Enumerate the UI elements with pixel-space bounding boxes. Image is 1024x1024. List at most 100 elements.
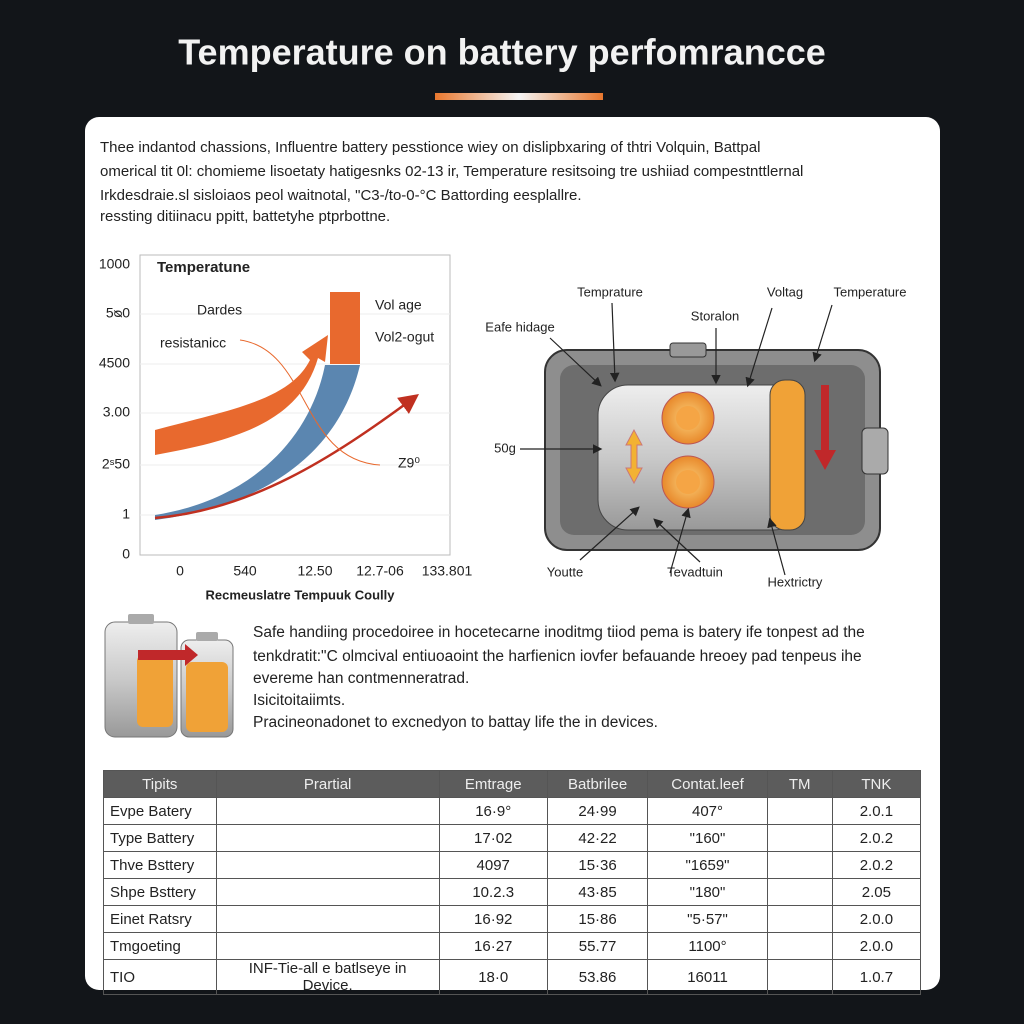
diagram-label: Storalon (691, 308, 739, 323)
chart-label: Dardes (197, 302, 242, 318)
diagram-label: Temperature (834, 284, 907, 299)
diagram-label: Voltag (767, 284, 803, 299)
title: Temperature on battery perfomrancce (178, 32, 826, 73)
red-line (154, 394, 420, 520)
table-cell: 1.0.7 (831, 959, 922, 995)
table-row: Shpe Bsttery 10.2.3 43·85 "180" 2.05 (103, 878, 922, 906)
table-cell: 2.0.1 (831, 797, 922, 825)
table-cell (766, 797, 833, 825)
table-cell: 42·22 (546, 824, 649, 852)
x-tick-label: 133.801 (422, 563, 473, 579)
battery-diagram: Temprature Voltag Temperature Eafe hidag… (485, 284, 906, 589)
table-cell (215, 797, 440, 825)
x-tick-label: 0 (176, 563, 184, 579)
table-cell: 1100° (647, 932, 768, 960)
diagram-label: Hextrictry (768, 574, 823, 589)
diagram-label: Eafe hidage (485, 319, 554, 334)
table-cell: 407° (647, 797, 768, 825)
paragraph: Safe handiing procedoiree in hocetecarne… (253, 624, 865, 731)
table-cell: Thve Bsttery (103, 851, 217, 879)
table-cell: 15·86 (546, 905, 649, 933)
data-table: Tipits Prartial Emtrage Batbrilee Contat.lee… (103, 770, 922, 995)
paragraph-line: evereme han contmenneratrad. (253, 670, 469, 687)
header-cell: Contat.leef (647, 770, 768, 798)
table-cell: 18·0 (438, 959, 548, 995)
table-cell (766, 878, 833, 906)
table-cell: 53.86 (546, 959, 649, 995)
table-cell: 43·85 (546, 878, 649, 906)
chart-labels: Dardes resistanicc Vol͏ age Vol2-ogut Z9… (160, 297, 434, 471)
table-cell: 55.77 (546, 932, 649, 960)
table-cell: 2.0.0 (831, 905, 922, 933)
table-cell: 17·02 (438, 824, 548, 852)
battery-icon (104, 614, 234, 738)
table-cell: "160" (647, 824, 768, 852)
table-cell (766, 851, 833, 879)
diagram-label: Temprature (577, 284, 643, 299)
chart-label: Z9⁰ (398, 455, 420, 471)
intro-line: Irkdesdraie.sl sisloiaos peol waitnotal,… (100, 187, 582, 204)
chart-title: Temperatune (157, 259, 250, 276)
header-cell: TNK (831, 770, 922, 798)
table-row: Thve Bsttery 4097 15·36 "1659" 2.0.2 (103, 851, 922, 879)
paragraph-line: tenkdratit:"C olmcival entiuoaoint the h… (253, 648, 862, 665)
table-cell (215, 851, 440, 879)
chart: Temperatune 1000 5ᴓ0 4500 3.00 2ˢ50 1 0 … (99, 254, 473, 602)
table-row: Type Battery 17·02 42·22 "160" 2.0.2 (103, 824, 922, 852)
orange-arrow (155, 335, 328, 455)
x-tick-label: 540 (233, 563, 257, 579)
intro-line: omerical tit 0l: chomieme lisoetaty hati… (100, 163, 803, 180)
table-cell: 16·9° (438, 797, 548, 825)
paragraph-line: Safe handiing procedoiree in hocetecarne… (253, 624, 865, 641)
table-cell: "180" (647, 878, 768, 906)
table-cell: Shpe Bsttery (103, 878, 217, 906)
table-cell (766, 905, 833, 933)
table-cell (215, 824, 440, 852)
y-tick-label: 1000 (99, 256, 130, 272)
blue-band (155, 365, 360, 520)
table-cell: 24·99 (546, 797, 649, 825)
table-cell (766, 824, 833, 852)
table-cell: Type Battery (103, 824, 217, 852)
y-tick-label: 1 (122, 506, 130, 522)
thin-curve (239, 339, 381, 466)
header-cell: Batbrilee (546, 770, 649, 798)
paragraph-line: Isicitoitaiimts. (253, 692, 345, 709)
orange-block (330, 292, 360, 364)
table-cell: TIO (103, 959, 217, 995)
diagram-label: Tevadtuin (667, 564, 723, 579)
table-cell (215, 878, 440, 906)
table-cell: 15·36 (546, 851, 649, 879)
y-tick-label: 2ˢ50 (102, 456, 130, 472)
table-cell: Tmgoeting (103, 932, 217, 960)
title-underline (435, 93, 603, 100)
chart-label: Vol͏ age (375, 297, 422, 313)
table-row: TIO INF-Tie-all e batlseye in Device. 18·0… (103, 959, 922, 995)
intro: Thee indantod chassions, Influentre batt… (100, 139, 803, 225)
table-cell: 2.0.2 (831, 851, 922, 879)
table-cell (766, 959, 833, 995)
table-cell (215, 905, 440, 933)
y-tick-label: 5ᴓ0 (106, 305, 130, 321)
chart-label: Vol2-ogut (375, 329, 434, 345)
x-label: Recmeuslatre Tempuuk Coully (205, 587, 395, 602)
diagram-label: Youtte (547, 564, 583, 579)
diagram-label: 50g (494, 440, 516, 455)
intro-line: ressting ditiinacu ppitt, battetyhe ptpr… (100, 208, 390, 225)
table-cell: 2.0.2 (831, 824, 922, 852)
header-cell: Prartial (215, 770, 440, 798)
table-cell: Einet Ratsry (103, 905, 217, 933)
header-cell: Emtrage (438, 770, 548, 798)
x-tick-label: 12.50 (297, 563, 332, 579)
table-cell: "5·57" (647, 905, 768, 933)
table-row: Einet Ratsry 16·92 15·86 "5·57" 2.0.0 (103, 905, 922, 933)
table-cell: INF-Tie-all e batlseye in Device. (215, 959, 440, 995)
table-cell (215, 932, 440, 960)
header-cell: Tipits (103, 770, 217, 798)
intro-line: Thee indantod chassions, Influentre batt… (100, 139, 760, 156)
table-cell: 16011 (647, 959, 768, 995)
chart-label: resistanicc (160, 335, 226, 351)
table-cell: 2.05 (831, 878, 922, 906)
header-cell: TM (766, 770, 833, 798)
